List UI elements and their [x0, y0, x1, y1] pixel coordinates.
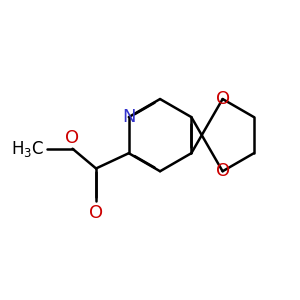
Text: O: O: [215, 162, 230, 180]
Text: O: O: [89, 204, 103, 222]
Text: O: O: [65, 129, 80, 147]
Text: N: N: [122, 108, 136, 126]
Text: H$_3$C: H$_3$C: [11, 139, 44, 159]
Text: O: O: [215, 90, 230, 108]
